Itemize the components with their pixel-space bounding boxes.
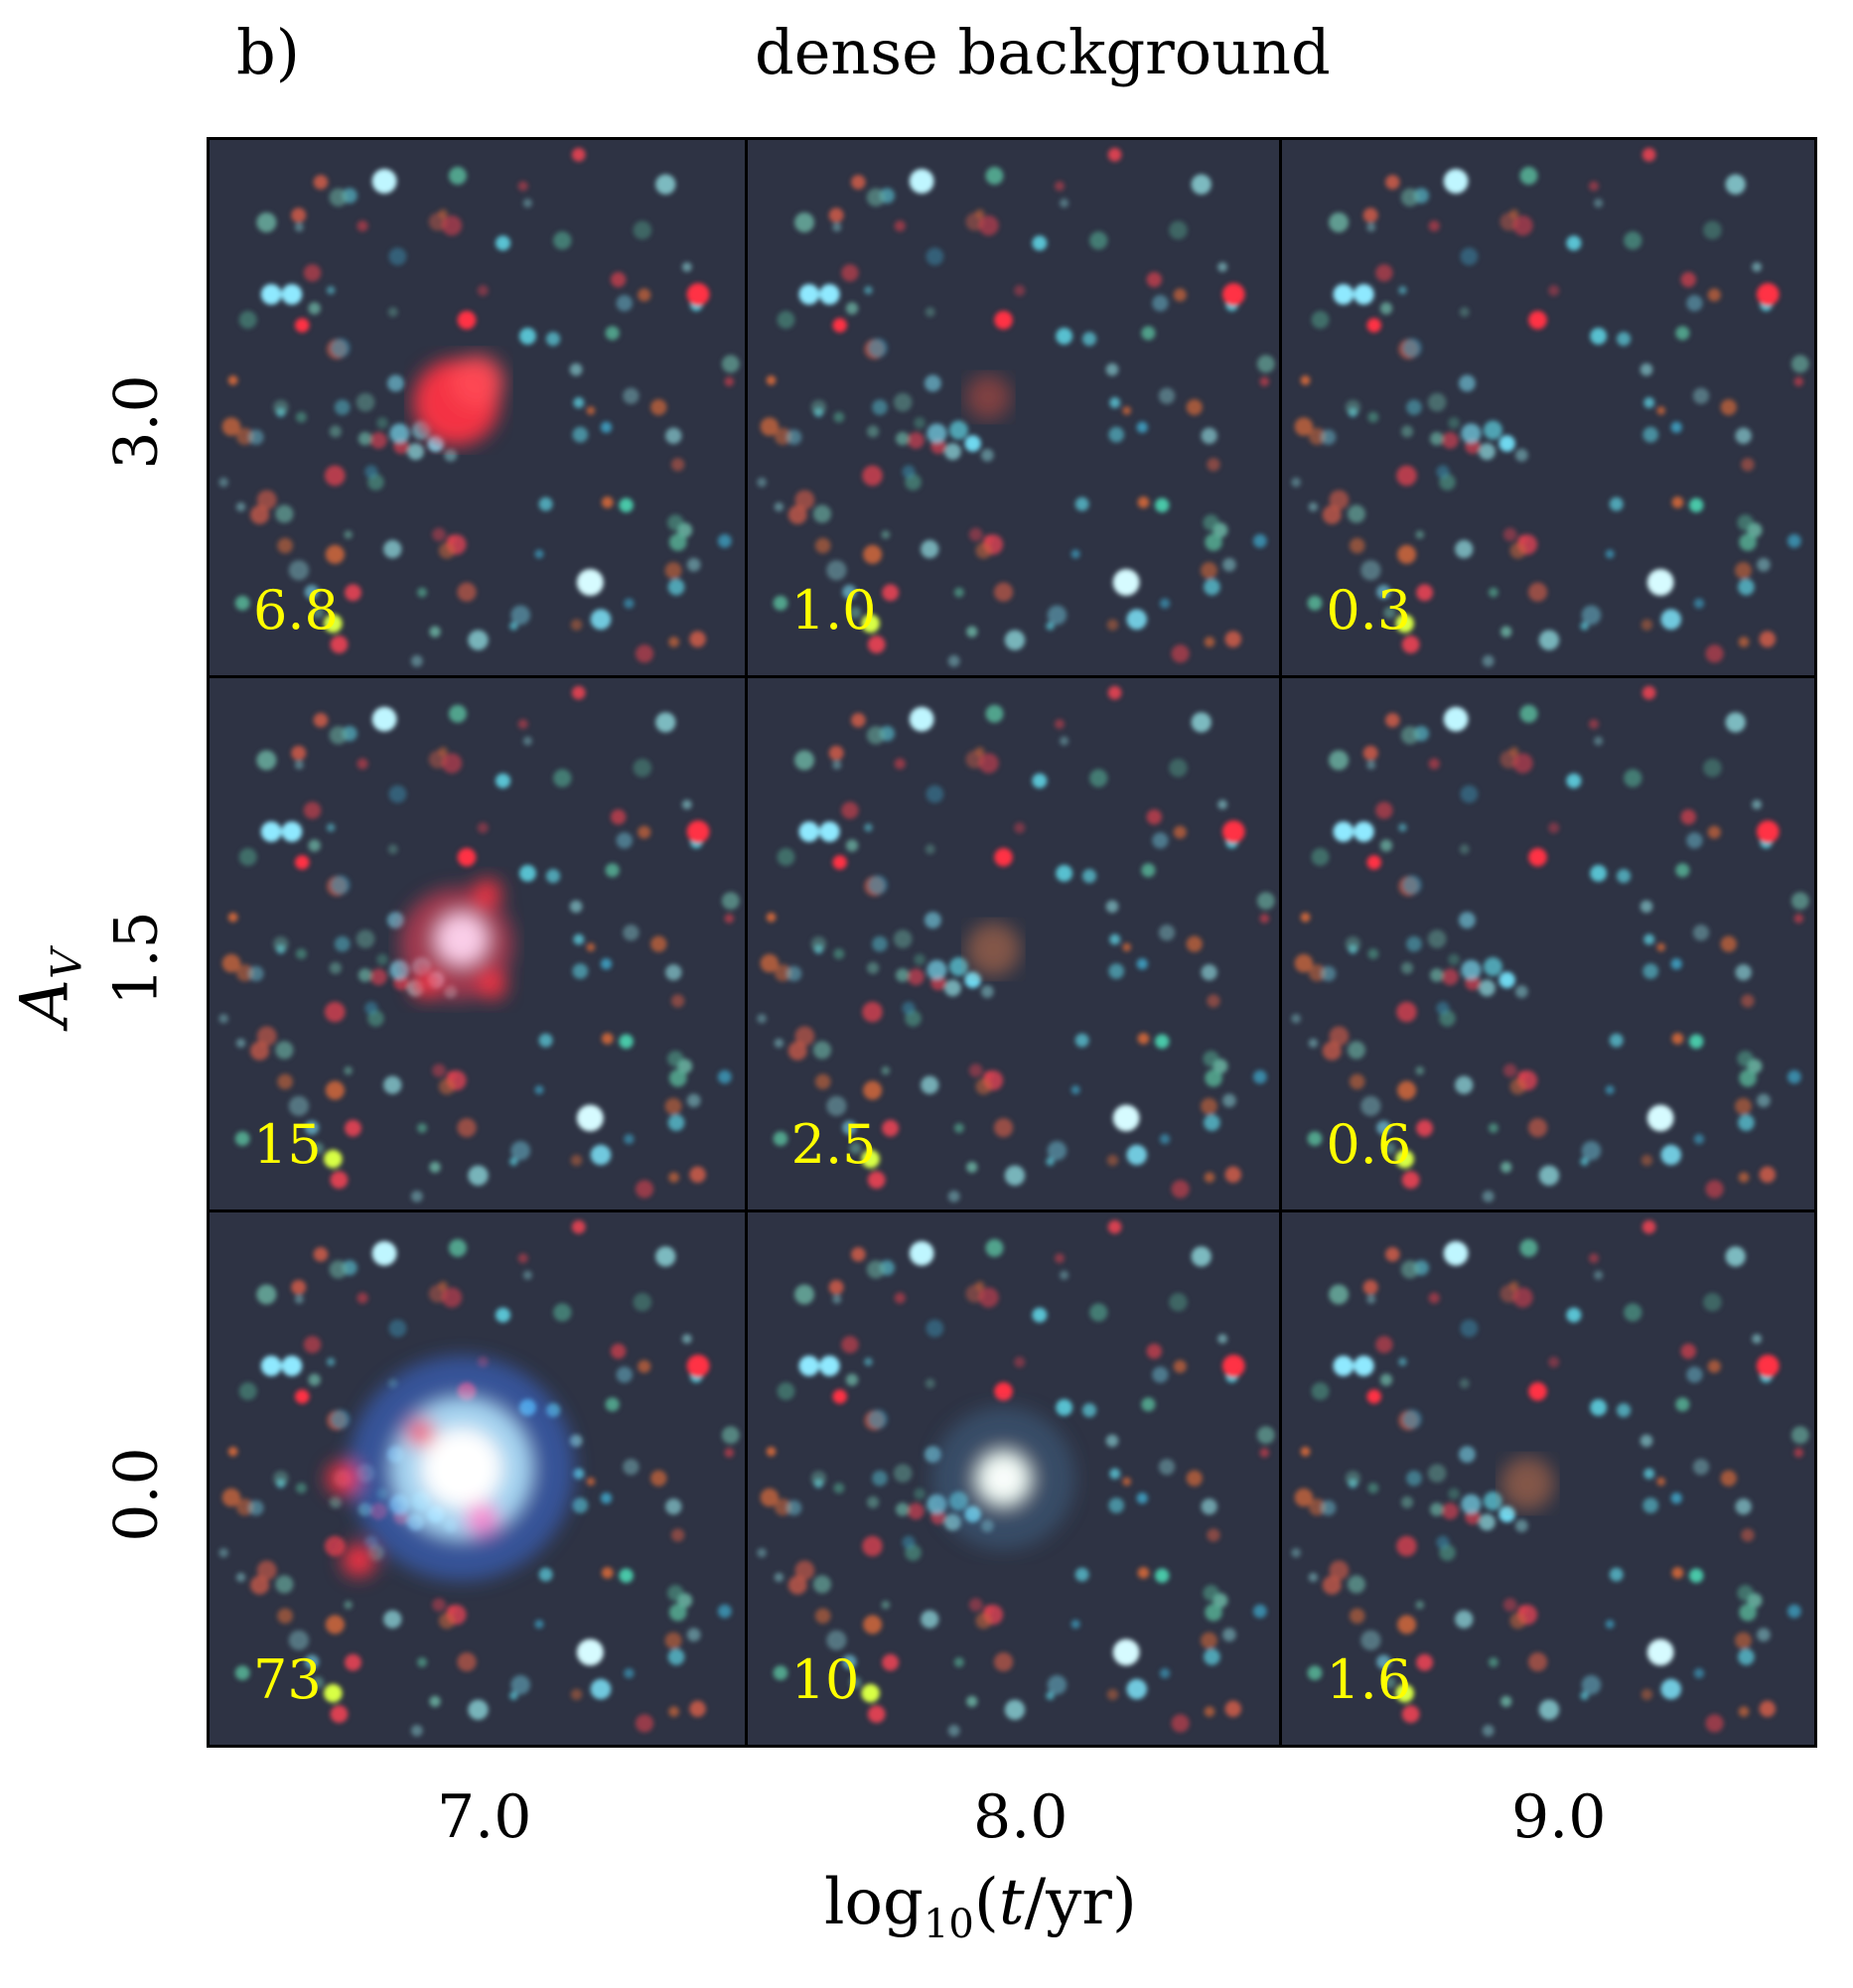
star-field-image [210,1212,745,1745]
star-field-image [1282,140,1814,675]
row-label-0: 3.0 [101,374,172,470]
y-axis-label: AV [6,948,91,1027]
x-axis-label: log10(t/yr) [824,1866,1137,1947]
star-field-image [210,140,745,675]
image-panel: 10 [744,1209,1280,1745]
flux-label: 10 [790,1647,860,1711]
star-field-image [747,140,1280,675]
image-panel: 0.6 [1279,674,1814,1210]
cluster-emission [327,1355,575,1582]
flux-label: 0.6 [1326,1113,1412,1177]
cluster-emission [413,355,504,446]
column-label-1: 8.0 [973,1782,1069,1852]
row-label-2: 0.0 [101,1447,172,1542]
flux-label: 0.3 [1326,578,1412,641]
star-field-image [210,677,745,1210]
star-field-image [747,1212,1280,1745]
cluster-emission [399,878,513,1001]
row-label-1: 1.5 [101,911,172,1006]
flux-label: 1.0 [790,578,877,641]
figure-title: dense background [755,16,1331,88]
flux-label: 6.8 [253,578,339,641]
flux-label: 73 [253,1647,322,1711]
panel-tag: b) [236,16,300,88]
image-panel: 0.3 [1279,140,1814,675]
cluster-emission [965,374,1011,420]
image-grid: 6.8 1.0 0.3 15 2.5 0.6 73 10 1.6 [207,137,1817,1748]
star-field-image [1282,1212,1814,1745]
column-label-0: 7.0 [437,1782,532,1852]
cluster-emission [931,1407,1075,1551]
star-field-image [747,677,1280,1210]
flux-label: 2.5 [790,1113,877,1177]
cluster-emission [1500,1457,1555,1511]
star-field-image [1282,677,1814,1210]
column-label-2: 9.0 [1511,1782,1607,1852]
image-panel: 6.8 [210,140,745,675]
cluster-emission [966,922,1020,976]
image-panel: 1.6 [1279,1209,1814,1745]
flux-label: 15 [253,1113,322,1177]
image-panel: 2.5 [744,674,1280,1210]
image-panel: 15 [210,674,745,1210]
image-panel: 73 [210,1209,745,1745]
flux-label: 1.6 [1326,1647,1412,1711]
image-panel: 1.0 [744,140,1280,675]
